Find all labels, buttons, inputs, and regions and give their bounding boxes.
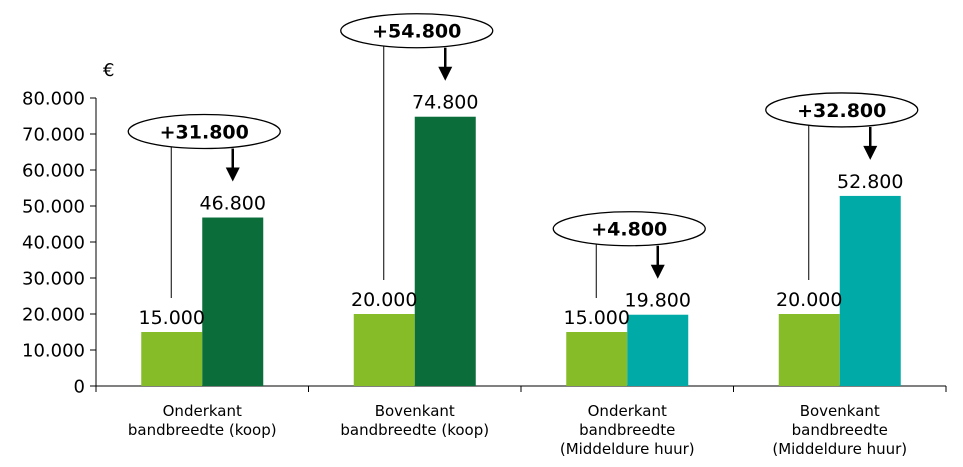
bar bbox=[414, 116, 476, 386]
y-axis-unit: € bbox=[103, 60, 114, 81]
category-label: Bovenkant bandbreedte (Middeldure huur) bbox=[772, 402, 907, 458]
bar bbox=[141, 332, 203, 386]
difference-callout bbox=[340, 13, 494, 49]
difference-label: +32.800 bbox=[797, 100, 886, 122]
bar bbox=[353, 314, 415, 386]
category-label: Bovenkant bandbreedte (koop) bbox=[340, 402, 489, 439]
y-tick-label: 0 bbox=[74, 377, 85, 398]
category-label: Onderkant bandbreedte (Middeldure huur) bbox=[560, 402, 695, 458]
bars bbox=[141, 116, 901, 386]
bar-value-label: 19.800 bbox=[625, 290, 691, 312]
bar-value-label: 20.000 bbox=[776, 289, 842, 311]
difference-callout bbox=[552, 211, 706, 247]
arrow-head bbox=[225, 167, 240, 182]
arrow-head bbox=[650, 264, 665, 279]
y-tick-label: 50.000 bbox=[22, 197, 85, 218]
y-tick-label: 30.000 bbox=[22, 269, 85, 290]
bar bbox=[778, 314, 840, 386]
bar-value-label: 46.800 bbox=[200, 193, 266, 215]
difference-label: +54.800 bbox=[372, 21, 461, 43]
difference-label: +4.800 bbox=[591, 219, 667, 241]
bar-value-label: 52.800 bbox=[837, 171, 903, 193]
difference-callout bbox=[765, 92, 919, 128]
bar bbox=[566, 332, 628, 386]
bar bbox=[627, 314, 689, 386]
difference-callout bbox=[127, 113, 281, 150]
difference-label: +31.800 bbox=[160, 122, 249, 144]
bar-value-label: 74.800 bbox=[412, 92, 478, 114]
category-label: Onderkant bandbreedte (koop) bbox=[128, 402, 277, 439]
bar-value-label: 15.000 bbox=[139, 307, 205, 329]
y-tick-label: 40.000 bbox=[22, 233, 85, 254]
y-tick-label: 60.000 bbox=[22, 161, 85, 182]
arrow-head bbox=[438, 66, 453, 81]
category-labels: Onderkant bandbreedte (koop) Bovenkant band… bbox=[128, 402, 907, 458]
y-tick-label: 80.000 bbox=[22, 89, 85, 110]
bar-value-label: 20.000 bbox=[351, 289, 417, 311]
annotations: +31.800 +54.800 +4.800 +32.800 bbox=[127, 13, 919, 298]
y-tick-label: 10.000 bbox=[22, 341, 85, 362]
bar bbox=[202, 217, 264, 386]
bar-value-label: 15.000 bbox=[564, 307, 630, 329]
y-tick-label: 70.000 bbox=[22, 125, 85, 146]
bar bbox=[839, 195, 901, 386]
arrow-head bbox=[863, 145, 878, 160]
y-tick-label: 20.000 bbox=[22, 305, 85, 326]
